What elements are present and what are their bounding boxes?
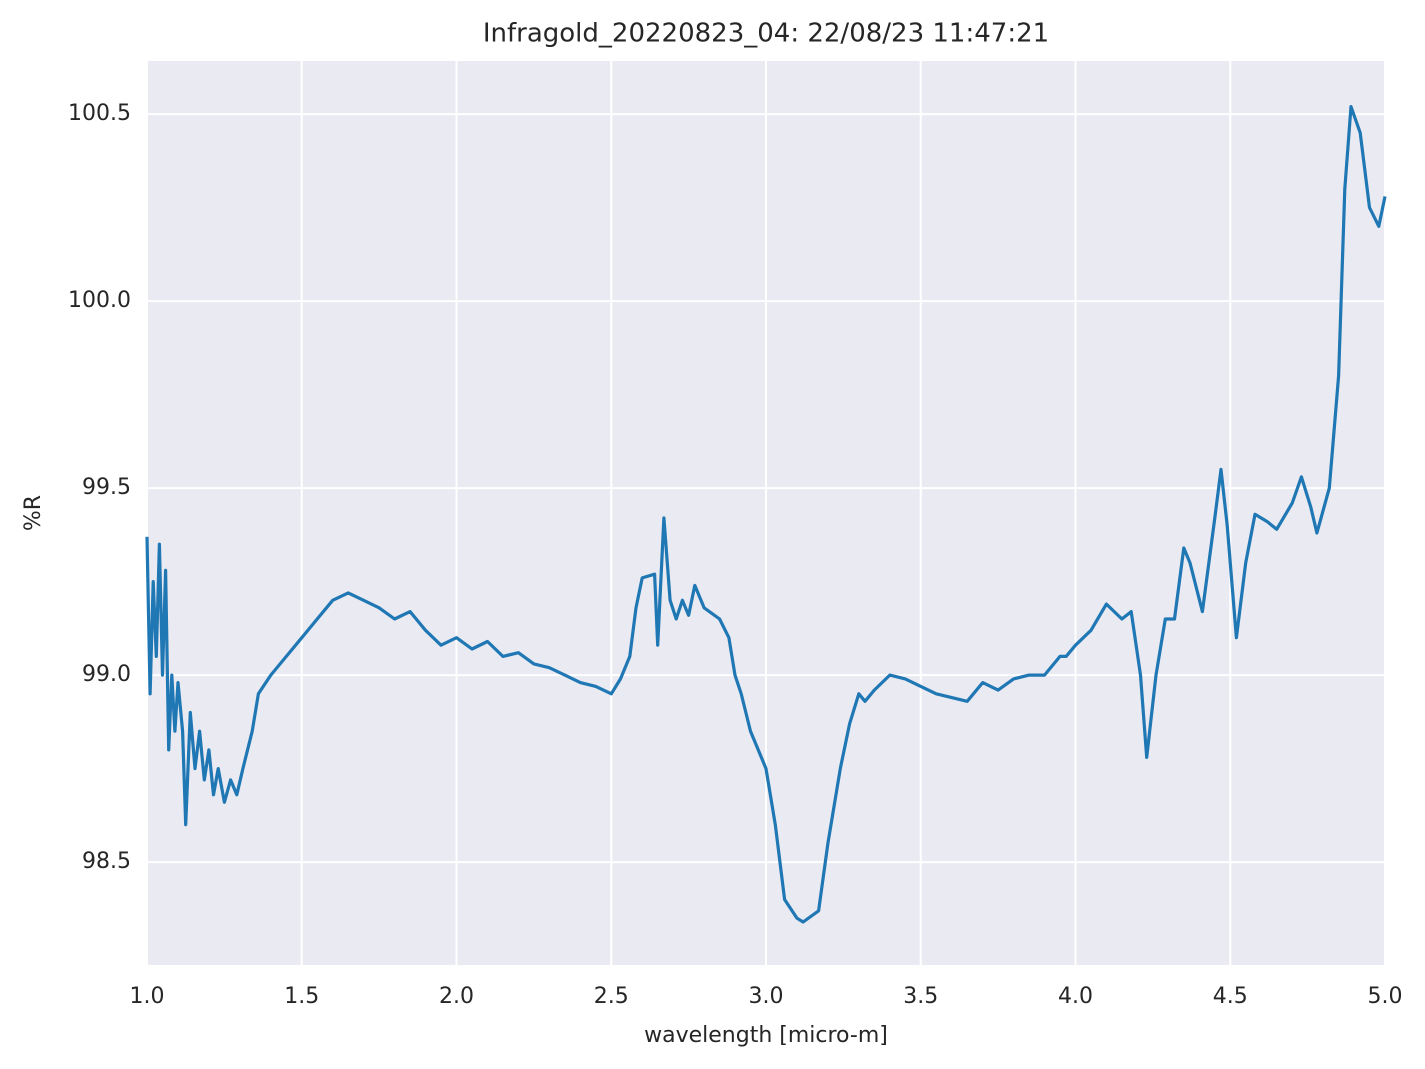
chart-title: Infragold_20220823_04: 22/08/23 11:47:21 <box>483 19 1049 49</box>
x-tick-label: 4.5 <box>1213 984 1248 1009</box>
x-tick-label: 3.0 <box>749 984 784 1009</box>
x-tick-label: 5.0 <box>1368 984 1403 1009</box>
x-tick-label: 1.5 <box>284 984 319 1009</box>
y-tick-label: 100.5 <box>68 101 131 126</box>
y-tick-label: 98.5 <box>82 849 131 874</box>
y-axis-label: %R <box>21 495 46 531</box>
x-tick-label: 4.0 <box>1058 984 1093 1009</box>
x-tick-label: 2.5 <box>594 984 629 1009</box>
y-tick-label: 99.5 <box>82 475 131 500</box>
data-line <box>145 105 1387 924</box>
x-tick-label: 2.0 <box>439 984 474 1009</box>
x-tick-label: 3.5 <box>903 984 938 1009</box>
x-tick-label: 1.0 <box>130 984 165 1009</box>
y-tick-label: 100.0 <box>68 288 131 313</box>
y-tick-label: 99.0 <box>82 662 131 687</box>
x-axis-label: wavelength [micro-m] <box>644 1023 888 1048</box>
